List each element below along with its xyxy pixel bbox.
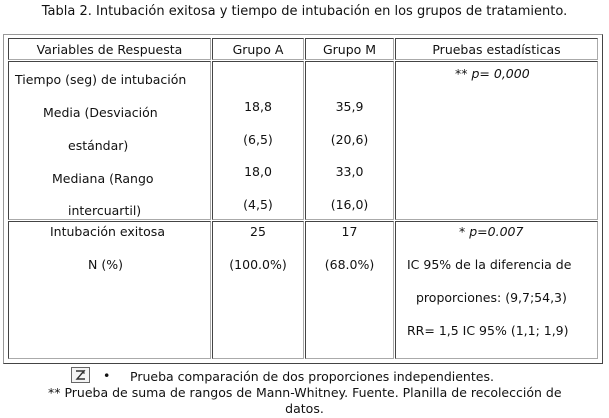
header-cell-grupo-m: Grupo M bbox=[305, 38, 394, 60]
row2-stats-line: IC 95% de la diferencia de bbox=[407, 257, 572, 272]
row1-grupo-a-value: 18,8 bbox=[244, 99, 272, 114]
footnote-2-line2: datos. bbox=[285, 401, 324, 416]
footnote-2-line1: ** Prueba de suma de rangos de Mann-Whit… bbox=[48, 385, 562, 400]
header-cell-variables: Variables de Respuesta bbox=[8, 38, 211, 60]
row2-grupo-m-cell: 17 (68.0%) bbox=[305, 221, 394, 359]
row1-p-value: p= 0,000 bbox=[471, 66, 530, 81]
header-pruebas: Pruebas estadísticas bbox=[432, 42, 561, 57]
row1-grupo-m-value: 33,0 bbox=[335, 164, 364, 179]
results-table: Variables de Respuesta Grupo A Grupo M P… bbox=[3, 34, 603, 364]
header-variables: Variables de Respuesta bbox=[36, 42, 183, 57]
header-grupo-m: Grupo M bbox=[322, 42, 377, 57]
row2-grupo-m-value: 17 bbox=[341, 224, 358, 239]
row1-variable-line: estándar) bbox=[68, 138, 129, 153]
row2-stats-prefix: * bbox=[459, 224, 470, 239]
footnote-image-glyph bbox=[75, 369, 86, 380]
row1-variables-cell: Tiempo (seg) de intubación Media (Desvia… bbox=[8, 61, 211, 220]
row1-grupo-m-value: (20,6) bbox=[330, 132, 369, 147]
footnote-image-icon bbox=[71, 367, 90, 383]
table-caption: Tabla 2. Intubación exitosa y tiempo de … bbox=[41, 4, 568, 19]
row2-variables-cell: Intubación exitosa N (%) bbox=[8, 221, 211, 359]
row1-stats-cell: ** p= 0,000 bbox=[395, 61, 598, 220]
row2-variable-line: N (%) bbox=[88, 257, 123, 272]
row1-grupo-a-value: (4,5) bbox=[243, 197, 273, 212]
row2-stats-cell: * p=0.007 IC 95% de la diferencia de pro… bbox=[395, 221, 598, 359]
row2-p-value: p=0.007 bbox=[469, 224, 524, 239]
row1-grupo-m-value: (16,0) bbox=[330, 197, 369, 212]
row1-variable-line: Tiempo (seg) de intubación bbox=[15, 72, 187, 87]
row1-variable-line: Mediana (Rango bbox=[52, 171, 154, 186]
row1-grupo-a-value: (6,5) bbox=[243, 132, 273, 147]
row1-grupo-a-cell: 18,8 (6,5) 18,0 (4,5) bbox=[212, 61, 304, 220]
footnote-1: Prueba comparación de dos proporciones i… bbox=[130, 369, 494, 384]
row1-grupo-m-cell: 35,9 (20,6) 33,0 (16,0) bbox=[305, 61, 394, 220]
row2-stats-line: RR= 1,5 IC 95% (1,1; 1,9) bbox=[407, 323, 569, 338]
row1-grupo-m-value: 35,9 bbox=[335, 99, 364, 114]
row2-grupo-m-value: (68.0%) bbox=[324, 257, 375, 272]
row1-stats-prefix: ** bbox=[455, 66, 472, 81]
row2-grupo-a-value: 25 bbox=[250, 224, 266, 239]
footnote-bullet: • bbox=[103, 368, 111, 383]
row2-grupo-a-cell: 25 (100.0%) bbox=[212, 221, 304, 359]
row2-stats-value: * p=0.007 bbox=[459, 224, 523, 239]
header-cell-grupo-a: Grupo A bbox=[212, 38, 304, 60]
header-grupo-a: Grupo A bbox=[232, 42, 284, 57]
row1-variable-line: intercuartil) bbox=[68, 203, 142, 218]
header-cell-pruebas: Pruebas estadísticas bbox=[395, 38, 598, 60]
row1-grupo-a-value: 18,0 bbox=[244, 164, 272, 179]
row1-stats-value: ** p= 0,000 bbox=[455, 66, 530, 81]
row2-variable-line: Intubación exitosa bbox=[50, 224, 165, 239]
row1-variable-line: Media (Desviación bbox=[43, 105, 158, 120]
row2-stats-line: proporciones: (9,7;54,3) bbox=[416, 290, 567, 305]
row2-grupo-a-value: (100.0%) bbox=[229, 257, 287, 272]
